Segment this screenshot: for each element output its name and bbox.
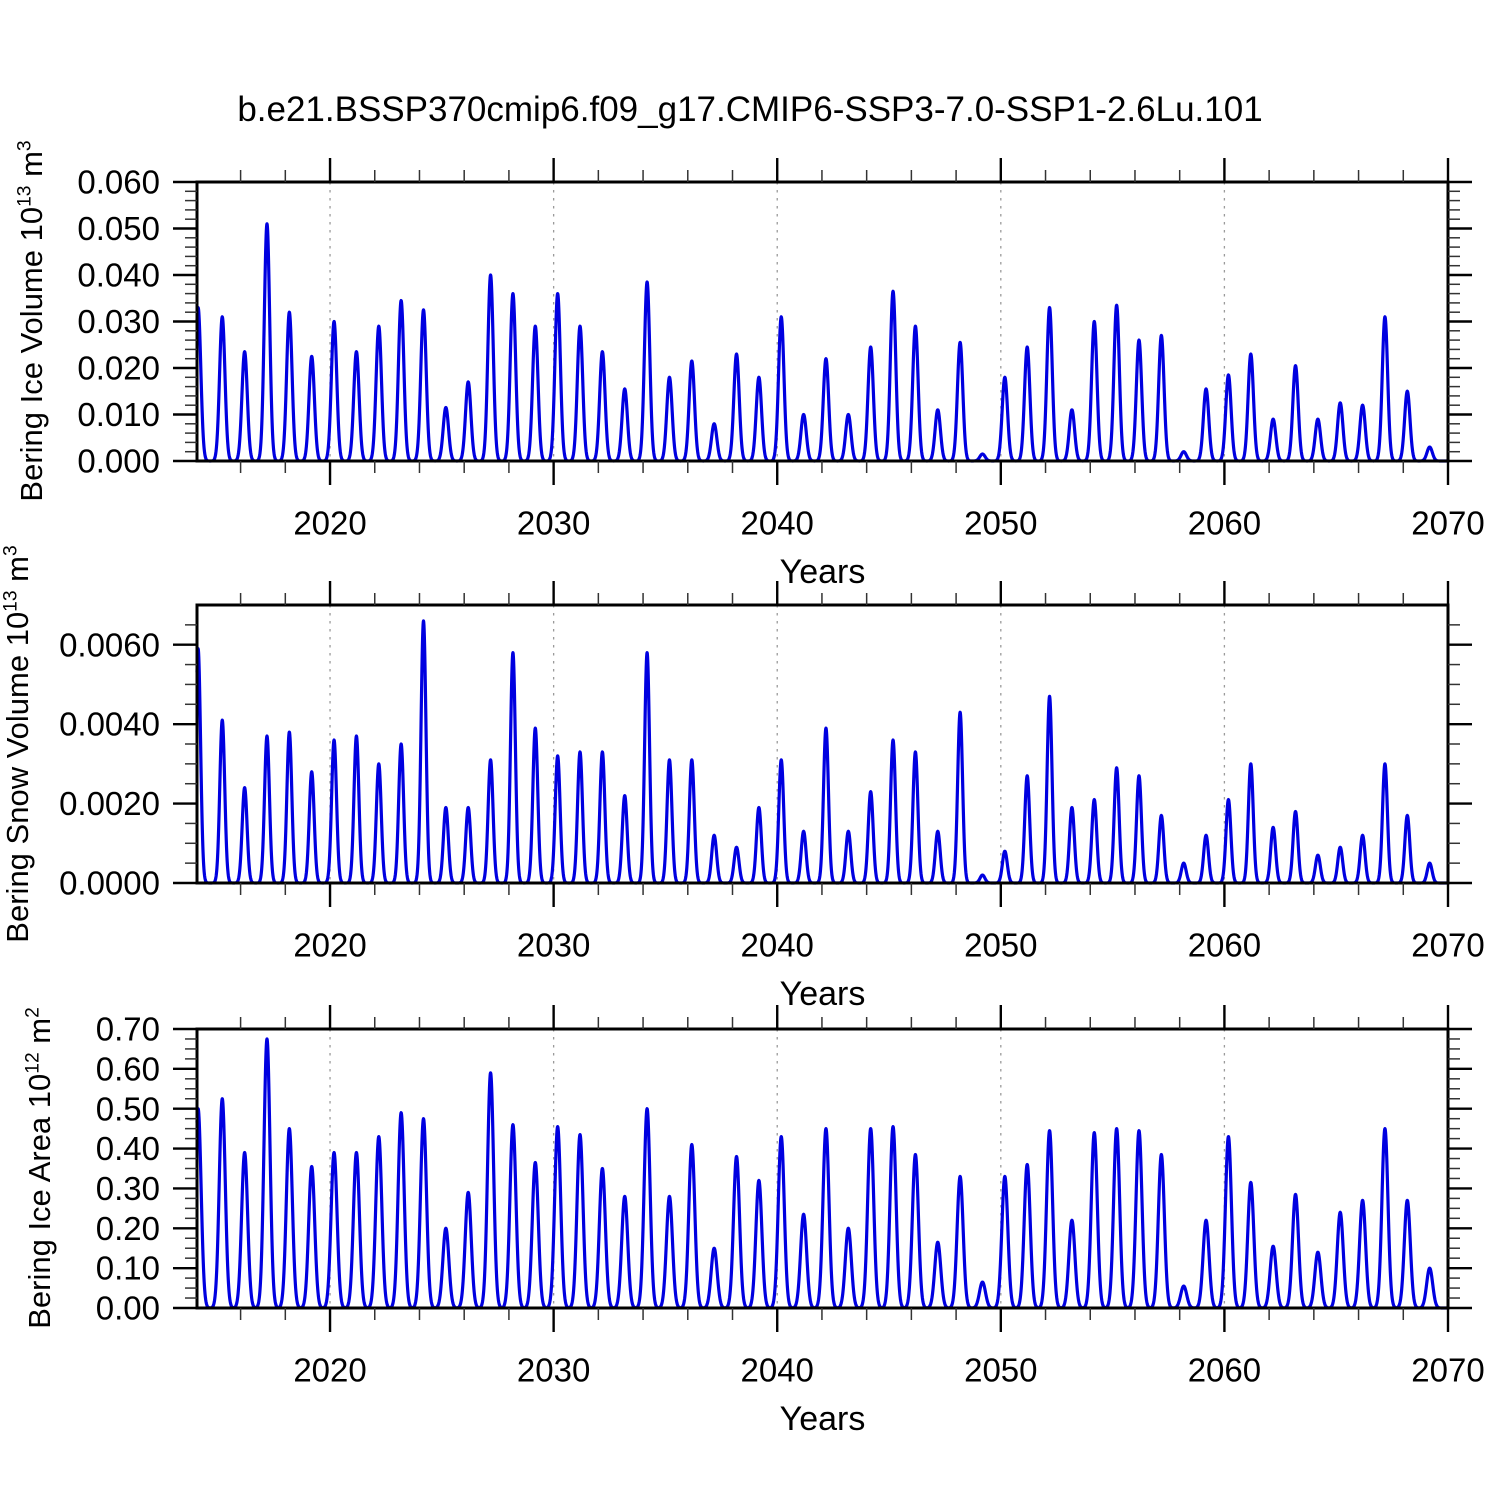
- x-tick-label: 2030: [517, 1352, 590, 1389]
- x-tick-label: 2050: [964, 927, 1037, 964]
- y-tick-label: 0.50: [96, 1090, 160, 1127]
- major-ticks: [173, 581, 1472, 907]
- y-tick-label: 0.40: [96, 1130, 160, 1167]
- y-tick-label: 0.040: [77, 257, 160, 294]
- minor-ticks: [185, 170, 1460, 473]
- y-tick-label: 0.20: [96, 1210, 160, 1247]
- series-bering-snow-volume: [195, 619, 1450, 885]
- y-tick-label: 0.010: [77, 396, 160, 433]
- x-tick-label: 2040: [741, 927, 814, 964]
- x-tick-label: 2020: [293, 927, 366, 964]
- x-tick-label: 2020: [293, 505, 366, 542]
- y-tick-label: 0.0060: [59, 626, 160, 663]
- y-tick-label: 0.020: [77, 350, 160, 387]
- x-tick-label: 2040: [741, 1352, 814, 1389]
- major-ticks: [173, 158, 1472, 485]
- y-tick-label: 0.70: [96, 1011, 160, 1048]
- x-tick-label: 2070: [1411, 1352, 1484, 1389]
- x-tick-label: 2060: [1188, 927, 1261, 964]
- x-tick-label: 2040: [741, 505, 814, 542]
- y-tick-label: 0.000: [77, 443, 160, 480]
- x-tick-label: 2070: [1411, 927, 1484, 964]
- x-axis-title: Years: [780, 975, 866, 1013]
- y-tick-label: 0.060: [77, 164, 160, 201]
- panel-bering-ice-volume: 2020 2030 2040 2050 2060 2070 0.000 0.010 0.020 0…: [77, 158, 1485, 591]
- major-ticks: [173, 1005, 1472, 1332]
- panel-bering-snow-volume: 2020 2030 2040 2050 2060 2070 0.0000 0.0020 0.00…: [59, 581, 1485, 1013]
- x-tick-label: 2030: [517, 505, 590, 542]
- x-tick-label: 2060: [1188, 505, 1261, 542]
- y-tick-label: 0.00: [96, 1290, 160, 1327]
- series-bering-ice-volume: [195, 222, 1450, 463]
- series-bering-ice-area: [195, 1037, 1450, 1310]
- x-tick-label: 2030: [517, 927, 590, 964]
- y-tick-label: 0.030: [77, 303, 160, 340]
- y-tick-label: 0.30: [96, 1170, 160, 1207]
- x-axis-title: Years: [780, 1400, 866, 1438]
- y-tick-label: 0.050: [77, 210, 160, 247]
- x-tick-label: 2060: [1188, 1352, 1261, 1389]
- x-tick-label: 2050: [964, 1352, 1037, 1389]
- minor-ticks: [185, 593, 1460, 895]
- x-axis-title: Years: [780, 553, 866, 591]
- minor-ticks: [185, 1017, 1460, 1320]
- panel-bering-ice-area: 2020 2030 2040 2050 2060 2070 0.000.100.200.30…: [96, 1005, 1485, 1438]
- y-tick-label: 0.0040: [59, 706, 160, 743]
- x-tick-label: 2020: [293, 1352, 366, 1389]
- y-tick-label: 0.10: [96, 1250, 160, 1287]
- x-tick-label: 2070: [1411, 505, 1484, 542]
- y-tick-label: 0.60: [96, 1050, 160, 1087]
- x-tick-label: 2050: [964, 505, 1037, 542]
- chart-title: b.e21.BSSP370cmip6.f09_g17.CMIP6-SSP3-7.…: [237, 90, 1263, 129]
- y-tick-label: 0.0000: [59, 865, 160, 902]
- y-tick-label: 0.0020: [59, 785, 160, 822]
